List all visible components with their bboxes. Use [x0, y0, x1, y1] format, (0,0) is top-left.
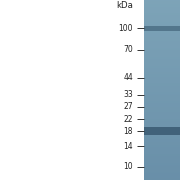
- Text: 33: 33: [123, 90, 133, 99]
- Text: 22: 22: [124, 115, 133, 124]
- Text: 18: 18: [124, 127, 133, 136]
- Text: 10: 10: [124, 162, 133, 171]
- Text: 70: 70: [123, 45, 133, 54]
- Text: 44: 44: [123, 73, 133, 82]
- Text: 27: 27: [124, 102, 133, 111]
- Text: 100: 100: [119, 24, 133, 33]
- Text: 14: 14: [124, 142, 133, 151]
- Text: kDa: kDa: [116, 1, 133, 10]
